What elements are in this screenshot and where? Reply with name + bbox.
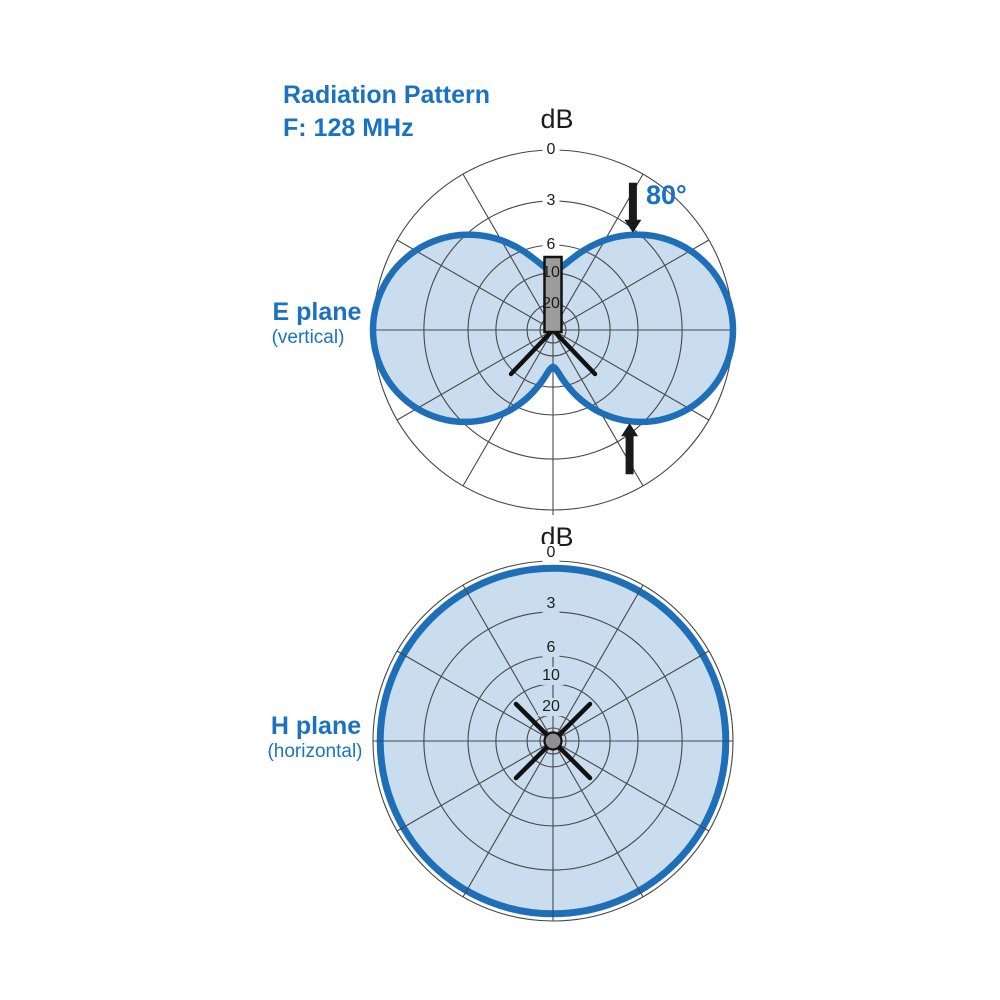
ring-label-gap bbox=[538, 698, 564, 717]
e-plane-sublabel: (vertical) bbox=[272, 327, 345, 348]
ring-db-label-0: 0 bbox=[547, 141, 556, 158]
ring-db-label-10: 10 bbox=[542, 667, 560, 684]
beamwidth-value-label: 80° bbox=[646, 180, 687, 210]
figure-frequency: F: 128 MHz bbox=[283, 114, 414, 142]
e-plane-label: E plane bbox=[273, 298, 362, 326]
ring-db-label-20: 20 bbox=[542, 698, 560, 715]
h-plane-sublabel: (horizontal) bbox=[267, 741, 362, 762]
e-plane-axis-unit-label: dB bbox=[540, 104, 573, 134]
antenna-radial-right bbox=[550, 327, 598, 377]
beamwidth-arrow-down bbox=[624, 182, 642, 233]
ring-label-gap bbox=[538, 666, 564, 685]
antenna-radial-left bbox=[508, 327, 556, 377]
ring-label-gap bbox=[542, 639, 560, 658]
ring-label-gap bbox=[542, 594, 560, 613]
ring-db-label-10: 10 bbox=[542, 264, 560, 281]
ring-db-label-0: 0 bbox=[547, 544, 556, 561]
antenna-hub-symbol bbox=[543, 731, 563, 751]
beamwidth-arrow-up bbox=[621, 423, 639, 475]
figure-title-line1: Radiation Pattern bbox=[283, 81, 490, 109]
ring-db-label-20: 20 bbox=[542, 295, 560, 312]
ring-label-gap bbox=[542, 237, 560, 253]
h-plane-label: H plane bbox=[271, 712, 361, 740]
h-plane-polar-chart: 0 3 6 10 20 bbox=[372, 544, 734, 922]
ring-label-gap bbox=[542, 192, 560, 208]
ring-label-gap bbox=[542, 544, 560, 562]
ring-db-label-6: 6 bbox=[547, 236, 556, 253]
ring-db-label-3: 3 bbox=[547, 595, 556, 612]
ring-db-label-3: 3 bbox=[547, 192, 556, 209]
antenna-element-symbol bbox=[543, 255, 563, 334]
ring-label-gap bbox=[542, 142, 560, 157]
e-plane-polar-chart: 0 3 6 10 20 bbox=[369, 141, 737, 515]
ring-db-label-6: 6 bbox=[547, 639, 556, 656]
